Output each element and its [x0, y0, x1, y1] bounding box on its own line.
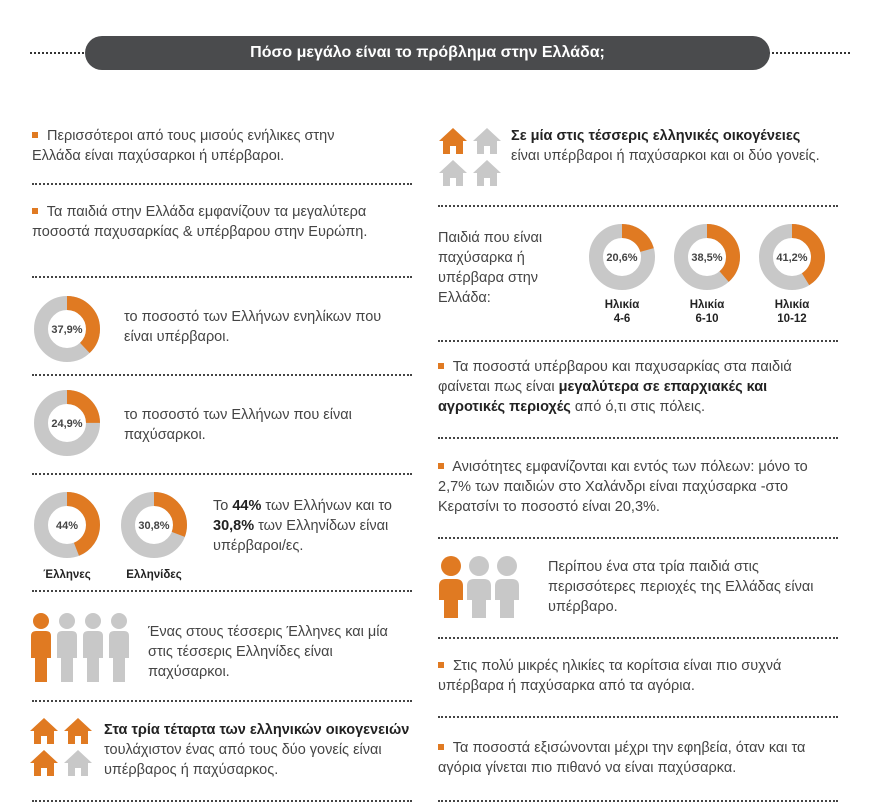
age-caption: Ηλικία 6-10 [689, 299, 725, 325]
fact-regions: Τα ποσοστά υπέρβαρου και παχυσαρκίας στα… [438, 357, 833, 417]
donut-arc [34, 492, 100, 558]
donut-arc [34, 390, 100, 456]
gender-text: Το 44% των Ελλήνων και το 30,8% των Ελλη… [213, 498, 392, 554]
families-three-quarters: Στα τρία τέταρτα των ελληνικών οικογενει… [104, 722, 410, 778]
age-caption: Ηλικία 4-6 [604, 299, 640, 325]
families-one-quarter: Σε μία στις τέσσερις ελληνικές οικογένει… [511, 128, 820, 164]
donut-obese-text: το ποσοστό των Ελλήνων που είναι παχύσαρ… [124, 407, 352, 443]
donut-arc [674, 224, 740, 290]
donut-overweight-text: το ποσοστό των Ελλήνων ενηλίκων που είνα… [124, 309, 382, 345]
people-icons-adults [31, 613, 129, 682]
donut-kids-4-6: 20,6% [589, 224, 655, 290]
donut-label: 41,2% [776, 252, 807, 264]
header-line-left [30, 52, 88, 54]
donut-women: 30,8% [121, 492, 187, 558]
house-icons-left [30, 718, 92, 776]
person-icon [57, 613, 77, 682]
person-icon [467, 556, 491, 618]
donut-arc [589, 224, 655, 290]
house-icon [30, 750, 58, 776]
separator [32, 183, 412, 185]
person-icon [495, 556, 519, 618]
separator [32, 700, 412, 702]
separator [438, 800, 838, 802]
donut-arc [759, 224, 825, 290]
separator [32, 276, 412, 278]
separator [438, 437, 838, 439]
one-in-three-text: Περίπου ένα στα τρία παιδιά στις περισσό… [548, 559, 814, 615]
separator [438, 340, 838, 342]
fact-girls: Στις πολύ μικρές ηλικίες τα κορίτσια είν… [438, 656, 833, 696]
fact-adults: Περισσότεροι από τους μισούς ενήλικες στ… [32, 126, 377, 166]
house-icon [473, 128, 501, 154]
person-icon [439, 556, 463, 618]
donut-label: 37,9% [51, 324, 82, 336]
house-icon [30, 718, 58, 744]
separator [438, 537, 838, 539]
people-icons-kids [439, 556, 519, 618]
donut-obese-adults: 24,9% [34, 390, 100, 456]
header-line-right [768, 52, 850, 54]
fact-teens: Τα ποσοστά εξισώνονται μέχρι την εφηβεία… [438, 738, 838, 778]
donut-label: 20,6% [606, 252, 637, 264]
fact-inequality: Ανισότητες εμφανίζονται και εντός των πό… [438, 457, 833, 517]
donut-label: 38,5% [691, 252, 722, 264]
donut-label: 24,9% [51, 418, 82, 430]
person-icon [83, 613, 103, 682]
separator [32, 800, 412, 802]
house-icon [64, 750, 92, 776]
separator [32, 590, 412, 592]
person-icon [109, 613, 129, 682]
donut-label: 30,8% [138, 520, 169, 532]
donut-kids-10-12: 41,2% [759, 224, 825, 290]
fact-children: Τα παιδιά στην Ελλάδα εμφανίζουν τα μεγα… [32, 202, 402, 242]
person-icon [31, 613, 51, 682]
separator [438, 637, 838, 639]
donut-arc [34, 296, 100, 362]
donut-men: 44% [34, 492, 100, 558]
donut-arc [121, 492, 187, 558]
separator [32, 473, 412, 475]
house-icons-right [439, 128, 501, 186]
donut-label: 44% [56, 520, 78, 532]
page-title: Πόσο μεγάλο είναι το πρόβλημα στην Ελλάδ… [85, 36, 770, 70]
separator [438, 716, 838, 718]
separator [438, 205, 838, 207]
house-icon [439, 128, 467, 154]
house-icon [439, 160, 467, 186]
age-caption: Ηλικία 10-12 [774, 299, 810, 325]
donut-kids-6-10: 38,5% [674, 224, 740, 290]
separator [32, 374, 412, 376]
people-adults-text: Ένας στους τέσσερις Έλληνες και μία στις… [148, 624, 388, 680]
house-icon [473, 160, 501, 186]
house-icon [64, 718, 92, 744]
caption-women: Ελληνίδες [126, 569, 182, 581]
caption-men: Έλληνες [43, 569, 91, 581]
donut-overweight-adults: 37,9% [34, 296, 100, 362]
kids-title: Παιδιά που είναι παχύσαρκα ή υπέρβαρα στ… [438, 230, 543, 306]
